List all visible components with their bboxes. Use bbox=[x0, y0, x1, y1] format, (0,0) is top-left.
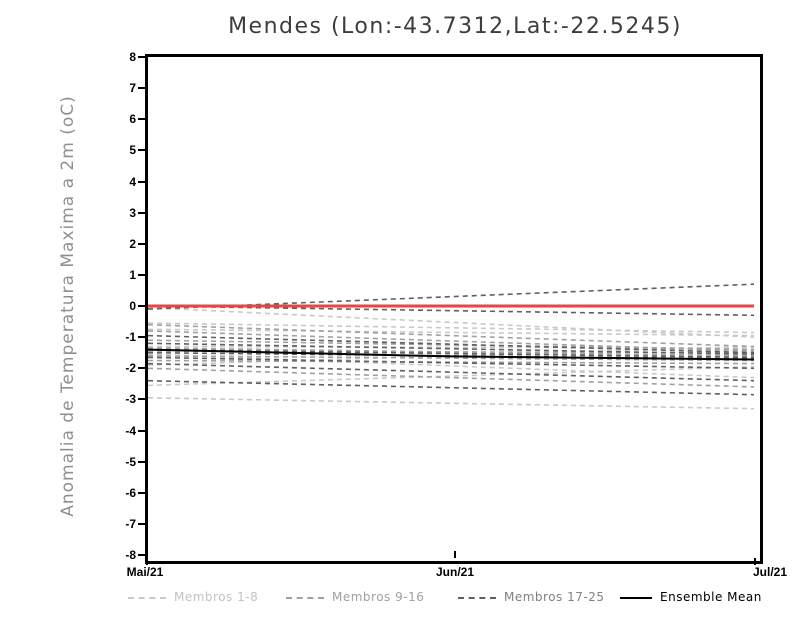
solid-line-sample-icon bbox=[620, 597, 652, 599]
member-line bbox=[148, 305, 754, 317]
x-tick-jun bbox=[454, 551, 456, 558]
x-tick-jul bbox=[754, 558, 756, 565]
y-tick-mark bbox=[138, 491, 146, 494]
y-tick-label: -3 bbox=[125, 392, 136, 407]
y-tick-label: -7 bbox=[125, 516, 136, 531]
y-tick-mark bbox=[138, 398, 146, 401]
member-line bbox=[148, 347, 754, 357]
legend-label: Ensemble Mean bbox=[660, 590, 762, 604]
y-tick-label: -5 bbox=[125, 454, 136, 469]
x-tick-mai bbox=[146, 558, 148, 565]
y-tick-mark bbox=[138, 336, 146, 339]
y-axis-label: Anomalia de Temperatura Maxima a 2m (oC) bbox=[58, 95, 78, 517]
member-line bbox=[148, 397, 754, 410]
y-tick-mark bbox=[138, 429, 146, 432]
plot-area bbox=[145, 54, 763, 564]
member-line bbox=[148, 367, 754, 388]
member-line bbox=[148, 339, 754, 351]
member-line bbox=[148, 328, 754, 337]
chart-legend: Membros 1-8 Membros 9-16 Membros 17-25 E… bbox=[0, 590, 800, 610]
dashed-line-sample-icon bbox=[458, 597, 496, 599]
y-tick-label: 3 bbox=[129, 205, 136, 220]
y-tick-label: -8 bbox=[125, 548, 136, 562]
y-tick-mark bbox=[138, 180, 146, 183]
y-tick-mark bbox=[138, 242, 146, 245]
y-tick-label: 2 bbox=[129, 236, 136, 251]
member-line bbox=[148, 334, 754, 354]
member-line bbox=[148, 323, 754, 348]
legend-label: Membros 1-8 bbox=[174, 590, 259, 604]
y-tick-label: -4 bbox=[125, 423, 136, 438]
member-line bbox=[148, 322, 754, 334]
y-tick-mark bbox=[138, 211, 146, 214]
member-line bbox=[148, 356, 754, 370]
member-line bbox=[148, 379, 754, 396]
ensemble-mean-line bbox=[148, 348, 754, 361]
x-tick-label-jul: Jul/21 bbox=[752, 565, 788, 579]
y-tick-mark bbox=[138, 305, 146, 307]
y-tick-label: -2 bbox=[125, 361, 136, 376]
y-tick-label: 1 bbox=[129, 267, 136, 282]
y-tick-label: 7 bbox=[129, 81, 136, 96]
dashed-line-sample-icon bbox=[286, 597, 324, 599]
member-line bbox=[148, 359, 754, 365]
y-tick-mark bbox=[138, 460, 146, 463]
y-tick-mark bbox=[138, 149, 146, 152]
y-tick-mark bbox=[138, 56, 146, 58]
member-line bbox=[148, 353, 754, 379]
y-tick-label: 0 bbox=[129, 299, 136, 313]
y-tick-label: 6 bbox=[129, 112, 136, 127]
x-tick-label-mai: Mai/21 bbox=[126, 565, 164, 579]
y-tick-mark bbox=[138, 367, 146, 370]
member-line bbox=[148, 342, 754, 355]
legend-label: Membros 17-25 bbox=[504, 590, 605, 604]
y-tick-mark bbox=[138, 273, 146, 276]
legend-label: Membros 9-16 bbox=[332, 590, 425, 604]
y-tick-mark bbox=[138, 522, 146, 525]
y-tick-label: 5 bbox=[129, 143, 136, 158]
y-tick-label: -1 bbox=[125, 330, 136, 345]
x-tick-label-jun: Jun/21 bbox=[435, 565, 474, 579]
plot-lines bbox=[148, 283, 754, 410]
dashed-line-sample-icon bbox=[128, 597, 166, 599]
y-tick-label: 8 bbox=[129, 50, 136, 64]
chart-title: Mendes (Lon:-43.7312,Lat:-22.5245) bbox=[228, 14, 682, 39]
y-tick-mark bbox=[138, 554, 146, 556]
member-line bbox=[148, 355, 754, 362]
member-line bbox=[148, 362, 754, 382]
y-tick-label: -6 bbox=[125, 485, 136, 500]
y-tick-mark bbox=[138, 118, 146, 121]
y-tick-label: 4 bbox=[129, 174, 136, 189]
y-tick-mark bbox=[138, 87, 146, 90]
member-line bbox=[148, 306, 754, 338]
